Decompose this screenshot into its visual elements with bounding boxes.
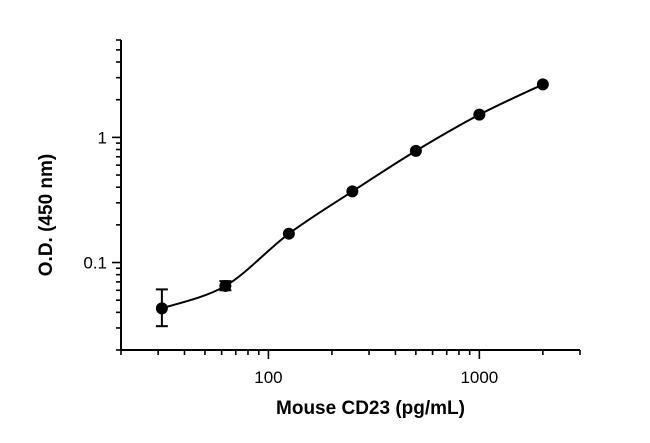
x-tick-label: 1000 [460, 368, 498, 387]
y-tick-label: 0.1 [83, 254, 107, 273]
axes [120, 40, 580, 351]
y-axis-label: O.D. (450 nm) [36, 154, 57, 276]
data-points [155, 78, 549, 315]
data-point [409, 144, 422, 157]
data-point [219, 279, 232, 292]
data-point [282, 227, 295, 240]
data-point [536, 78, 549, 91]
x-axis-label: Mouse CD23 (pg/mL) [276, 398, 465, 419]
data-point [155, 302, 168, 315]
data-point [473, 108, 486, 121]
data-point [346, 185, 359, 198]
x-tick-label: 100 [254, 368, 282, 387]
y-tick-label: 1 [98, 128, 107, 147]
ticks: 100 1000 0.1 1 [83, 39, 581, 387]
